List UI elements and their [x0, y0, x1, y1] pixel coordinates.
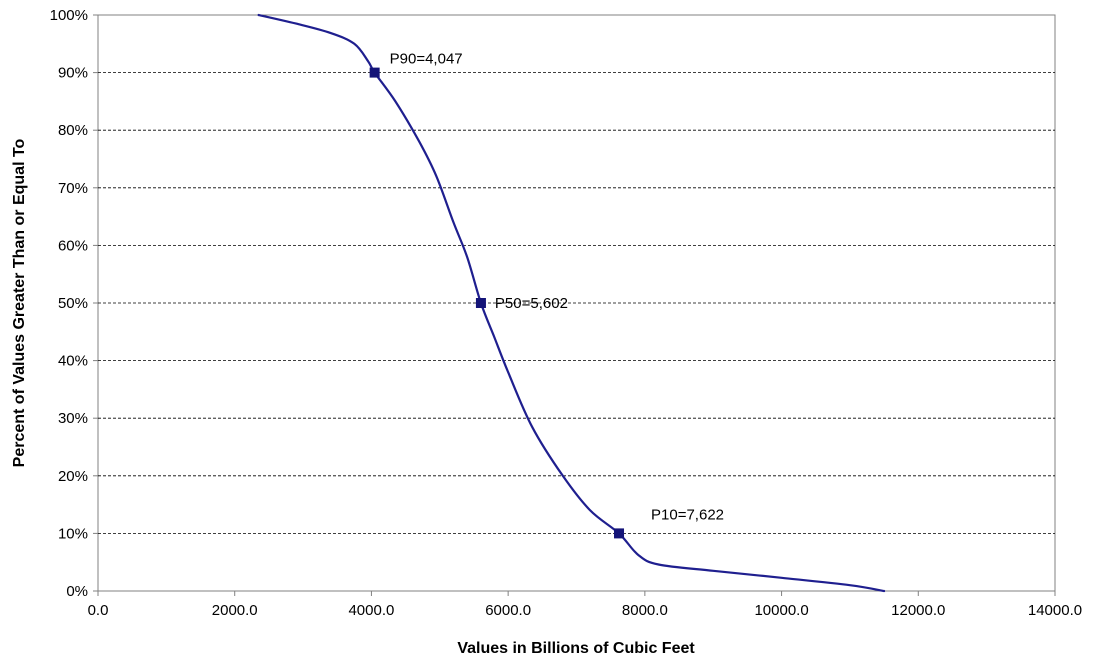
x-tick-label: 8000.0 [622, 602, 668, 619]
x-axis-ticks: 0.0 2000.0 4000.0 6000.0 8000.0 10000.0 12000.… [88, 591, 1082, 619]
y-tick-label: 0% [66, 583, 88, 600]
y-tick-label: 100% [50, 7, 88, 24]
y-axis-ticks: 0% 10% 20% 30% 40% 50% 60% 70% 80% 90% 100% [50, 7, 98, 600]
x-tick-label: 2000.0 [212, 602, 258, 619]
x-tick-label: 12000.0 [891, 602, 945, 619]
y-tick-label: 40% [58, 353, 88, 370]
marker-label: P90=4,047 [390, 51, 463, 68]
y-tick-label: 50% [58, 295, 88, 312]
y-tick-label: 90% [58, 65, 88, 82]
markers: P90=4,047 P50=5,602 P10=7,622 [369, 51, 724, 539]
marker-label: P50=5,602 [495, 295, 568, 312]
y-tick-label: 10% [58, 525, 88, 542]
plot-area [97, 14, 1056, 592]
y-tick-label: 70% [58, 180, 88, 197]
x-axis-title: Values in Billions of Cubic Feet [457, 640, 695, 657]
y-axis-title: Percent of Values Greater Than or Equal … [11, 138, 28, 467]
x-tick-label: 6000.0 [485, 602, 531, 619]
data-marker [475, 298, 486, 308]
x-tick-label: 10000.0 [754, 602, 808, 619]
series-line [257, 13, 886, 593]
data-marker [614, 528, 625, 539]
plot-border [97, 14, 1056, 592]
y-tick-label: 20% [58, 468, 88, 485]
data-marker [369, 67, 380, 78]
y-tick-label: 60% [58, 237, 88, 254]
gridlines [98, 72, 1055, 534]
y-tick-label: 80% [58, 122, 88, 139]
x-tick-label: 14000.0 [1028, 602, 1082, 619]
x-tick-label: 0.0 [88, 602, 109, 619]
marker-label: P10=7,622 [651, 506, 724, 523]
y-tick-label: 30% [58, 410, 88, 427]
x-tick-label: 4000.0 [348, 602, 394, 619]
